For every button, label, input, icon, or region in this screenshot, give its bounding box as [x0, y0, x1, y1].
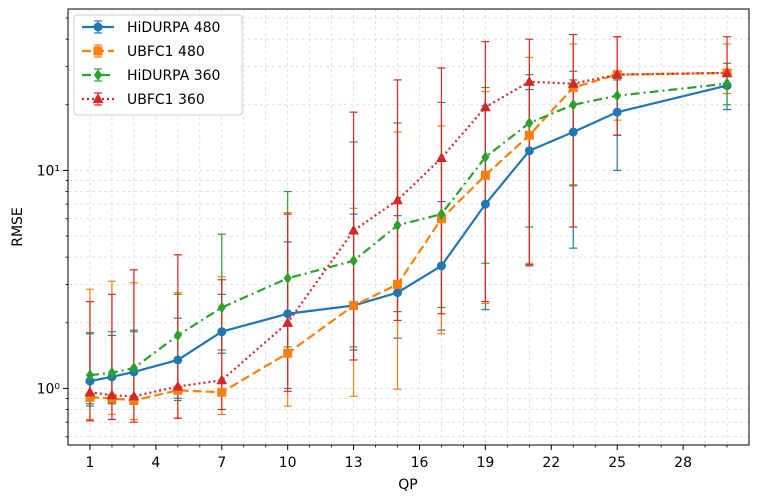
data-point-ubfc1-360 [567, 77, 579, 88]
data-point-ubfc1-360 [282, 316, 294, 327]
data-point-hidurpa-360 [569, 98, 578, 111]
data-point-hidurpa-360 [85, 369, 95, 382]
data-point-ubfc1-480 [217, 387, 227, 397]
legend-box [73, 14, 243, 116]
data-point-hidurpa-360 [613, 89, 622, 102]
legend-glyphs [82, 20, 114, 106]
x-tick-label: 4 [151, 455, 160, 471]
data-point-hidurpa-360 [129, 362, 138, 374]
series-lines [89, 71, 728, 402]
x-tick-label: 10 [279, 455, 297, 471]
x-tick-label: 22 [542, 455, 560, 471]
data-point-ubfc1-360 [106, 389, 118, 400]
legend: HiDURPA 480 UBFC1 480 HiDURPA 360 UBFC1 … [73, 14, 243, 116]
legend-marker-ubfc1-360 [92, 93, 104, 104]
data-point-ubfc1-360 [721, 67, 733, 77]
x-tick-label: 28 [674, 455, 692, 471]
x-tick-label: 16 [411, 455, 429, 471]
series-markers [84, 67, 733, 406]
data-point-hidurpa-480 [524, 146, 534, 156]
data-point-hidurpa-360 [217, 301, 226, 314]
series-line-ubfc1-360 [89, 71, 728, 398]
data-point-ubfc1-480 [393, 279, 403, 289]
data-point-ubfc1-480 [283, 348, 293, 358]
data-point-ubfc1-360 [216, 374, 228, 385]
data-point-hidurpa-480 [283, 309, 293, 319]
y-tick-label: 10¹ [37, 163, 60, 179]
data-point-hidurpa-360 [393, 219, 402, 232]
y-axis-title: RMSE [10, 207, 26, 247]
data-point-hidurpa-480 [480, 199, 490, 209]
legend-label-hidurpa-480: HiDURPA 480 [127, 20, 220, 36]
data-point-ubfc1-360 [128, 390, 140, 401]
data-point-hidurpa-360 [173, 329, 182, 342]
x-tick-labels: 1 4 7 10 13 16 19 22 25 28 [86, 455, 693, 471]
x-tick-label: 7 [217, 455, 226, 471]
data-point-ubfc1-360 [436, 152, 447, 163]
data-point-hidurpa-360 [107, 366, 116, 379]
legend-label-hidurpa-360: HiDURPA 360 [127, 68, 220, 84]
data-point-hidurpa-360 [525, 117, 534, 129]
data-point-ubfc1-360 [84, 386, 96, 397]
legend-label-ubfc1-480: UBFC1 480 [127, 44, 205, 60]
legend-marker-hidurpa-360 [93, 69, 103, 81]
data-point-hidurpa-360 [481, 151, 490, 164]
axis-ticks [63, 17, 728, 450]
x-tick-label: 19 [476, 455, 494, 471]
data-point-hidurpa-480 [568, 127, 578, 137]
legend-label-ubfc1-360: UBFC1 360 [127, 92, 205, 108]
y-tick-label: 10⁰ [37, 381, 61, 397]
series-line-ubfc1-480 [89, 71, 728, 402]
data-point-ubfc1-360 [479, 101, 491, 112]
data-point-ubfc1-360 [392, 194, 403, 205]
data-point-ubfc1-480 [129, 396, 139, 406]
data-point-hidurpa-360 [349, 254, 358, 267]
series-line-hidurpa-480 [89, 84, 728, 383]
data-point-ubfc1-480 [524, 130, 534, 140]
data-point-ubfc1-480 [85, 392, 95, 402]
x-tick-label: 13 [345, 455, 363, 471]
x-tick-label: 25 [608, 455, 626, 471]
data-point-hidurpa-360 [722, 77, 732, 90]
data-point-hidurpa-360 [283, 272, 292, 285]
data-point-hidurpa-480 [85, 376, 95, 386]
data-point-ubfc1-480 [480, 170, 490, 180]
x-tick-label: 1 [86, 455, 95, 471]
data-point-ubfc1-480 [349, 301, 359, 311]
data-point-ubfc1-360 [523, 75, 535, 86]
x-axis-title: QP [398, 477, 417, 493]
data-point-hidurpa-480 [173, 355, 183, 365]
legend-marker-hidurpa-480 [93, 22, 103, 32]
data-point-ubfc1-360 [172, 380, 184, 391]
data-point-hidurpa-480 [217, 327, 227, 337]
data-point-hidurpa-480 [436, 261, 446, 271]
data-point-hidurpa-480 [612, 107, 622, 117]
data-point-hidurpa-480 [393, 288, 403, 298]
legend-marker-ubfc1-480 [93, 46, 103, 56]
data-point-ubfc1-360 [611, 68, 623, 79]
data-point-hidurpa-360 [437, 208, 446, 220]
y-tick-labels: 10⁰ 10¹ [37, 163, 61, 397]
plot-frame [67, 8, 750, 446]
data-point-ubfc1-360 [348, 224, 359, 235]
